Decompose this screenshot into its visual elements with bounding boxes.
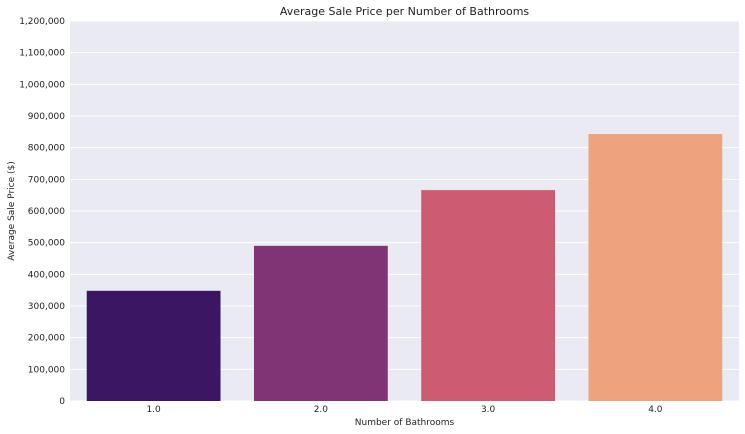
x-tick-labels: 1.0 2.0 3.0 4.0 [146, 405, 662, 415]
x-tick-label: 4.0 [648, 405, 663, 415]
bar-3-0 [421, 190, 556, 401]
y-axis-label: Average Sale Price ($) [7, 161, 17, 261]
y-tick-label: 700,000 [28, 175, 65, 185]
y-tick-labels: 0 100,000 200,000 300,000 400,000 500,000 600,… [19, 17, 65, 407]
bar-4-0 [588, 134, 723, 402]
y-tick-label: 100,000 [28, 365, 65, 375]
y-tick-label: 0 [59, 397, 65, 407]
x-tick-label: 2.0 [314, 405, 329, 415]
y-tick-label: 400,000 [28, 270, 65, 280]
bars [86, 134, 723, 402]
y-tick-label: 300,000 [28, 302, 65, 312]
x-tick-label: 1.0 [146, 405, 161, 415]
x-tick-label: 3.0 [481, 405, 496, 415]
y-tick-label: 200,000 [28, 334, 65, 344]
x-axis-label: Number of Bathrooms [355, 418, 455, 428]
y-tick-label: 500,000 [28, 239, 65, 249]
bar-2-0 [253, 245, 388, 401]
bar-1-0 [86, 290, 221, 401]
y-tick-label: 800,000 [28, 144, 65, 154]
y-tick-label: 1,000,000 [19, 80, 65, 90]
chart-title: Average Sale Price per Number of Bathroo… [280, 5, 530, 18]
y-tick-label: 600,000 [28, 207, 65, 217]
y-tick-label: 900,000 [28, 112, 65, 122]
y-tick-label: 1,200,000 [19, 17, 65, 27]
y-tick-label: 1,100,000 [19, 49, 65, 59]
